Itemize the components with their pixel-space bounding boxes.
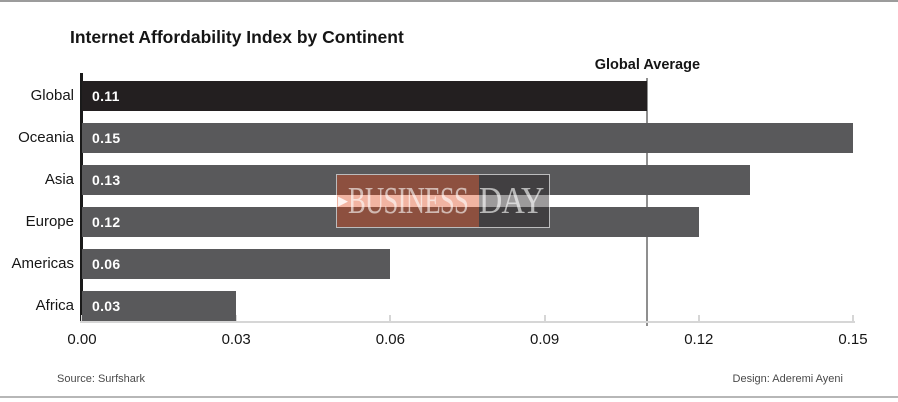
x-tick-mark <box>697 315 700 321</box>
y-axis-line <box>80 73 83 322</box>
global-average-line <box>646 78 649 326</box>
category-label: Europe <box>25 213 74 230</box>
x-tick-label: 0.12 <box>684 331 714 348</box>
x-tick-label: 0.06 <box>375 331 405 348</box>
bar: 0.11 <box>82 81 648 111</box>
x-tick-mark <box>543 315 546 321</box>
watermark-day-section: DAY <box>479 175 549 227</box>
bar-value-label: 0.12 <box>92 214 121 230</box>
bar: 0.06 <box>82 249 391 279</box>
bar-row-americas: Americas 0.06 <box>0 249 898 279</box>
bar-value-label: 0.06 <box>92 256 121 272</box>
bar-row-asia: Asia 0.13 <box>0 165 898 195</box>
bar-rows: Global 0.11 Oceania 0.15 Asia 0.13 Europ… <box>0 81 898 333</box>
bottom-border-line <box>0 396 898 398</box>
bar-row-global: Global 0.11 <box>0 81 898 111</box>
global-average-label: Global Average <box>594 57 701 73</box>
bar-row-europe: Europe 0.12 <box>0 207 898 237</box>
bar: 0.13 <box>82 165 751 195</box>
x-axis-line <box>80 321 855 323</box>
bar-value-label: 0.03 <box>92 298 121 314</box>
bar: 0.12 <box>82 207 699 237</box>
watermark-business-section: ▶ BUSINESS <box>337 175 479 227</box>
bar-value-label: 0.13 <box>92 172 121 188</box>
bar-value-label: 0.11 <box>92 88 120 104</box>
bar-row-oceania: Oceania 0.15 <box>0 123 898 153</box>
design-credit: Design: Aderemi Ayeni <box>732 373 843 385</box>
bar-row-africa: Africa 0.03 <box>0 291 898 321</box>
x-tick-mark <box>235 315 238 321</box>
bar: 0.15 <box>82 123 853 153</box>
watermark-business-text: BUSINESS <box>348 180 469 222</box>
bar: 0.03 <box>82 291 237 321</box>
businessday-watermark-logo: ▶ BUSINESS DAY <box>336 174 550 228</box>
source-credit: Source: Surfshark <box>57 373 146 385</box>
watermark-day-text: DAY <box>479 180 544 222</box>
x-tick-mark <box>389 315 392 321</box>
x-tick-mark <box>852 315 854 321</box>
chart-title: Internet Affordability Index by Continen… <box>70 27 404 47</box>
x-tick-label: 0.03 <box>221 331 251 348</box>
category-label: Asia <box>44 171 74 188</box>
play-arrow-icon: ▶ <box>338 193 348 208</box>
category-label: Global <box>30 87 74 104</box>
x-tick-label: 0.15 <box>838 331 868 348</box>
x-tick-label: 0.09 <box>529 331 560 348</box>
bar-value-label: 0.15 <box>92 130 121 146</box>
category-label: Americas <box>11 255 74 272</box>
category-label: Africa <box>35 297 74 314</box>
top-border-line <box>0 0 898 2</box>
category-label: Oceania <box>18 129 74 146</box>
x-tick-label: 0.00 <box>67 331 97 348</box>
